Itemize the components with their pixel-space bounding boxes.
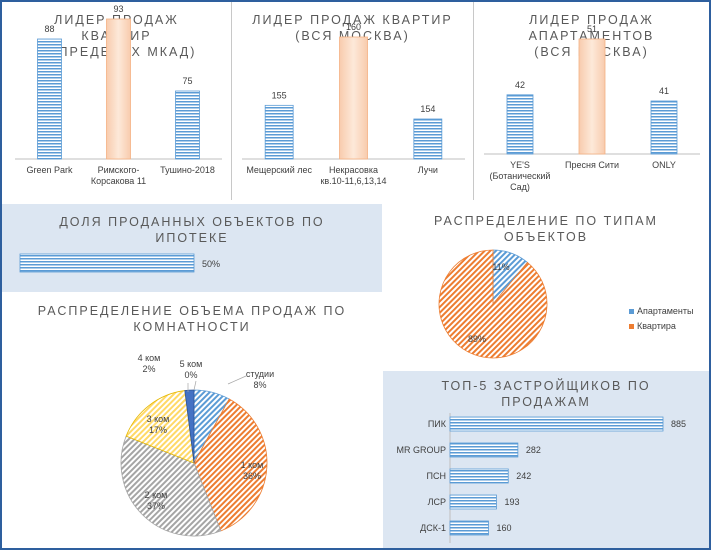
data-label: 75 bbox=[182, 76, 192, 86]
category-label: Мещерский лес bbox=[246, 165, 312, 175]
data-label: 11% bbox=[492, 262, 509, 272]
title-leader-mkad: ЛИДЕР ПРОДАЖ КВАРТИР (В ПРЕДЕЛАХ МКАД) bbox=[37, 13, 197, 59]
data-label: 3 ком bbox=[147, 414, 170, 424]
data-label: 51 bbox=[587, 24, 597, 34]
title-developers: ТОП-5 ЗАСТРОЙЩИКОВ ПО ПРОДАЖАМ bbox=[441, 379, 651, 409]
chart-leader-mkad: 88 Green Park 93 Римского-Корсакова 11 75 Туш… bbox=[15, 4, 222, 186]
data-label: 0% bbox=[184, 370, 197, 380]
pie-slice bbox=[193, 398, 268, 532]
divider bbox=[473, 2, 474, 200]
data-label: 42 bbox=[515, 80, 525, 90]
category-label: Корсакова 11 bbox=[91, 176, 146, 186]
bar bbox=[264, 104, 294, 160]
panel-developers: ТОП-5 ЗАСТРОЙЩИКОВ ПО ПРОДАЖАМ ПИК 885 MR … bbox=[383, 371, 709, 548]
bar bbox=[449, 494, 497, 510]
bar bbox=[175, 90, 200, 160]
chart-leader-moscow: 155 Мещерский лес 160 Некрасовкакв.10-11,6,… bbox=[242, 22, 465, 186]
category-label: ЛСР bbox=[428, 497, 446, 507]
data-label: 88 bbox=[44, 24, 54, 34]
bar bbox=[37, 38, 62, 160]
data-label: студии bbox=[246, 369, 274, 379]
pie-slice bbox=[125, 390, 195, 464]
data-label: 89% bbox=[468, 334, 486, 344]
category-label: Сад) bbox=[510, 182, 530, 192]
data-label: 17% bbox=[149, 425, 167, 435]
title-rooms: РАСПРЕДЕЛЕНИЕ ОБЪЕМА ПРОДАЖ ПО КОМНАТНОС… bbox=[37, 304, 347, 334]
data-label: 193 bbox=[504, 497, 519, 507]
category-label: Лучи bbox=[418, 165, 438, 175]
data-label: 93 bbox=[113, 4, 123, 14]
data-label: 155 bbox=[272, 90, 287, 100]
title-leader-apart: ЛИДЕР ПРОДАЖ АПАРТАМЕНТОВ (ВСЯ МОСКВА) bbox=[528, 13, 655, 59]
data-label: 154 bbox=[420, 104, 435, 114]
pie-slice bbox=[184, 389, 195, 464]
data-label: 50% bbox=[202, 259, 220, 269]
panel-mortgage: ДОЛЯ ПРОДАННЫХ ОБЪЕКТОВ ПО ИПОТЕКЕ 50% bbox=[2, 204, 382, 292]
bar bbox=[19, 253, 195, 273]
data-label: 160 bbox=[346, 22, 361, 32]
category-label: Пресня Сити bbox=[565, 160, 619, 170]
data-label: 37% bbox=[147, 501, 165, 511]
data-label: 36% bbox=[243, 471, 261, 481]
bar bbox=[339, 36, 368, 160]
legend-label: Апартаменты bbox=[637, 306, 693, 316]
data-label: 8% bbox=[253, 380, 266, 390]
category-label: (Ботанический bbox=[490, 171, 551, 181]
legend-label: Квартира bbox=[637, 321, 676, 331]
title-mortgage: ДОЛЯ ПРОДАННЫХ ОБЪЕКТОВ ПО ИПОТЕКЕ bbox=[59, 215, 325, 245]
category-label: Некрасовка bbox=[329, 165, 378, 175]
category-label: ПСН bbox=[427, 471, 446, 481]
panel-types: РАСПРЕДЕЛЕНИЕ ПО ТИПАМ ОБЪЕКТОВ 11% 89% Ап… bbox=[383, 204, 709, 370]
pie-slice bbox=[438, 249, 548, 359]
bar bbox=[449, 442, 519, 458]
bar bbox=[506, 94, 534, 155]
data-label: 160 bbox=[497, 523, 512, 533]
panel-leader-mkad: ЛИДЕР ПРОДАЖ КВАРТИР (В ПРЕДЕЛАХ МКАД) 8… bbox=[2, 2, 231, 200]
panel-rooms: РАСПРЕДЕЛЕНИЕ ОБЪЕМА ПРОДАЖ ПО КОМНАТНОС… bbox=[2, 293, 382, 548]
category-label: кв.10-11,6,13,14 bbox=[320, 176, 386, 186]
title-leader-moscow: ЛИДЕР ПРОДАЖ КВАРТИР (ВСЯ МОСКВА) bbox=[252, 13, 453, 43]
data-label: 2 ком bbox=[145, 490, 168, 500]
category-label: Тушино-2018 bbox=[160, 165, 215, 175]
divider bbox=[231, 2, 232, 200]
bar bbox=[106, 18, 131, 160]
category-label: YE'S bbox=[510, 160, 530, 170]
bar bbox=[449, 416, 664, 432]
bar bbox=[413, 118, 443, 160]
panel-leader-apart: ЛИДЕР ПРОДАЖ АПАРТАМЕНТОВ (ВСЯ МОСКВА) 4… bbox=[474, 2, 709, 200]
leader-line bbox=[193, 380, 197, 391]
leader-line bbox=[227, 375, 247, 385]
category-label: MR GROUP bbox=[397, 445, 447, 455]
category-label: ONLY bbox=[652, 160, 676, 170]
category-label: Green Park bbox=[26, 165, 73, 175]
data-label: 1 ком bbox=[241, 460, 264, 470]
bar bbox=[578, 38, 606, 155]
data-label: 282 bbox=[526, 445, 541, 455]
data-label: 4 ком bbox=[138, 353, 161, 363]
data-label: 2% bbox=[142, 364, 155, 374]
panel-leader-moscow: ЛИДЕР ПРОДАЖ КВАРТИР (ВСЯ МОСКВА) 155 Мещ… bbox=[232, 2, 473, 200]
data-label: 885 bbox=[671, 419, 686, 429]
chart-types: 11% 89% Апартаменты Квартира bbox=[438, 249, 693, 359]
category-label: ПИК bbox=[428, 419, 447, 429]
chart-mortgage: 50% bbox=[19, 253, 220, 273]
bar bbox=[650, 100, 678, 155]
category-label: Римского- bbox=[98, 165, 140, 175]
legend-marker bbox=[629, 324, 634, 329]
pie-slice bbox=[120, 435, 222, 537]
chart-developers: ПИК 885 MR GROUP 282 ПСН 242 ЛСР 193 ДСК-1 160 bbox=[397, 413, 686, 543]
data-label: 242 bbox=[516, 471, 531, 481]
category-label: ДСК-1 bbox=[420, 523, 446, 533]
legend-marker bbox=[629, 309, 634, 314]
bar bbox=[449, 520, 489, 536]
bar bbox=[449, 468, 509, 484]
title-types: РАСПРЕДЕЛЕНИЕ ПО ТИПАМ ОБЪЕКТОВ bbox=[434, 214, 658, 244]
data-label: 5 ком bbox=[180, 359, 203, 369]
data-label: 41 bbox=[659, 86, 669, 96]
